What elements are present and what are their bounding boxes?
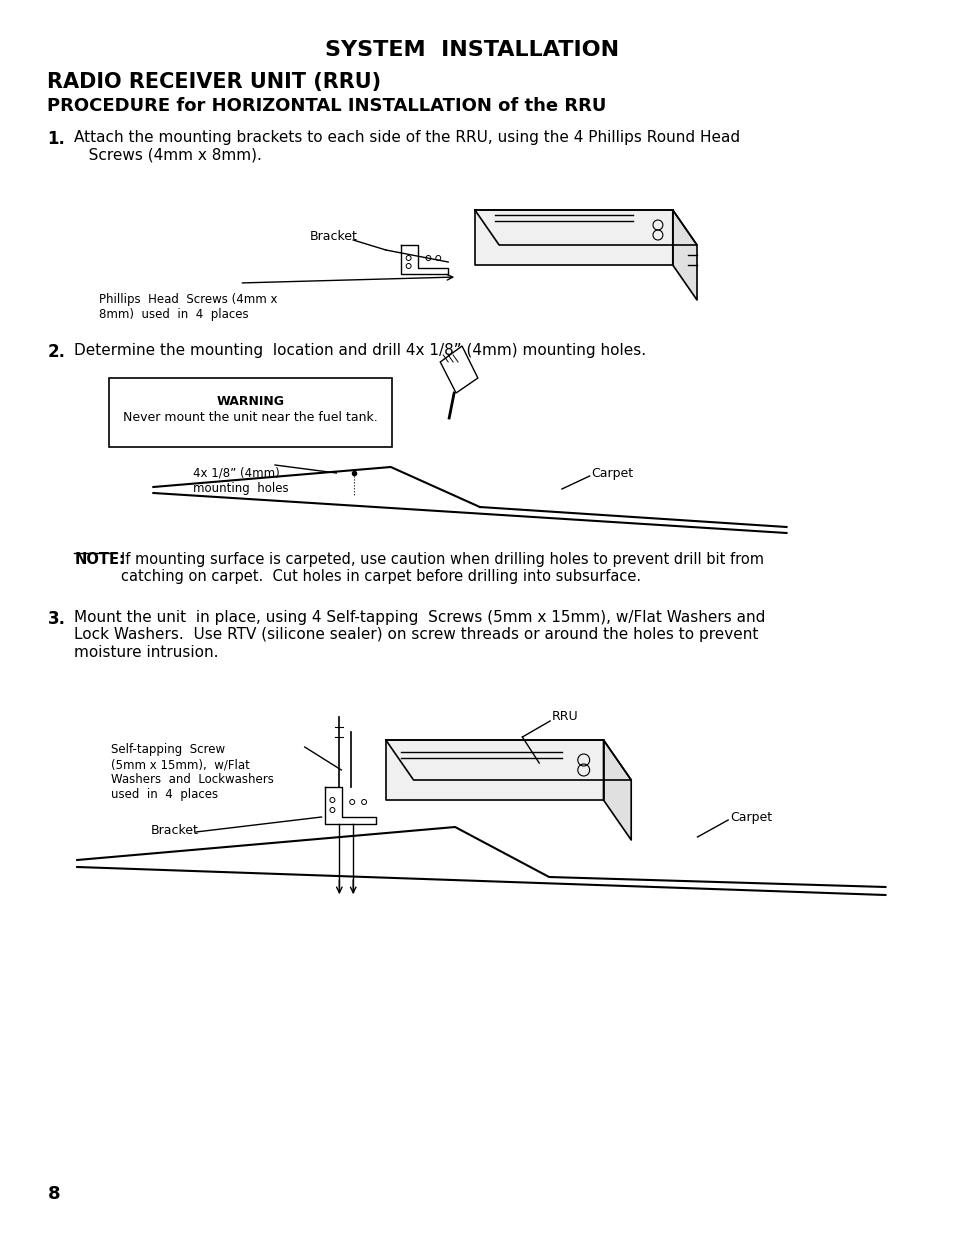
Text: 4x 1/8” (4mm)
mounting  holes: 4x 1/8” (4mm) mounting holes	[193, 467, 288, 495]
Text: PROCEDURE for HORIZONTAL INSTALLATION of the RRU: PROCEDURE for HORIZONTAL INSTALLATION of…	[48, 98, 606, 115]
Polygon shape	[400, 245, 448, 274]
Polygon shape	[385, 740, 603, 800]
Polygon shape	[603, 740, 631, 840]
Text: Attach the mounting brackets to each side of the RRU, using the 4 Phillips Round: Attach the mounting brackets to each sid…	[74, 130, 740, 162]
Text: Never mount the unit near the fuel tank.: Never mount the unit near the fuel tank.	[123, 411, 377, 424]
Polygon shape	[475, 210, 697, 245]
Polygon shape	[385, 740, 631, 781]
Text: Self-tapping  Screw
(5mm x 15mm),  w/Flat
Washers  and  Lockwashers
used  in  4 : Self-tapping Screw (5mm x 15mm), w/Flat …	[111, 743, 274, 802]
Polygon shape	[475, 210, 672, 266]
Text: Determine the mounting  location and drill 4x 1/8” (4mm) mounting holes.: Determine the mounting location and dril…	[74, 343, 645, 358]
Text: Phillips  Head  Screws (4mm x
8mm)  used  in  4  places: Phillips Head Screws (4mm x 8mm) used in…	[99, 293, 277, 321]
Text: Bracket: Bracket	[151, 824, 198, 836]
Text: RRU: RRU	[552, 710, 578, 724]
Text: RADIO RECEIVER UNIT (RRU): RADIO RECEIVER UNIT (RRU)	[48, 72, 381, 91]
FancyBboxPatch shape	[109, 378, 392, 447]
Text: 2.: 2.	[48, 343, 66, 361]
Text: Bracket: Bracket	[310, 231, 357, 243]
Polygon shape	[439, 346, 477, 393]
Text: SYSTEM  INSTALLATION: SYSTEM INSTALLATION	[325, 40, 618, 61]
Text: Carpet: Carpet	[729, 810, 772, 824]
Polygon shape	[324, 787, 375, 824]
Text: Carpet: Carpet	[591, 467, 633, 479]
Text: 8: 8	[48, 1186, 60, 1203]
Text: WARNING: WARNING	[216, 395, 284, 408]
Text: If mounting surface is carpeted, use caution when drilling holes to prevent dril: If mounting surface is carpeted, use cau…	[121, 552, 763, 584]
Text: 3.: 3.	[48, 610, 66, 629]
Text: NOTE:: NOTE:	[74, 552, 125, 567]
Text: Mount the unit  in place, using 4 Self-tapping  Screws (5mm x 15mm), w/Flat Wash: Mount the unit in place, using 4 Self-ta…	[74, 610, 764, 659]
Polygon shape	[672, 210, 697, 300]
Text: 1.: 1.	[48, 130, 66, 148]
